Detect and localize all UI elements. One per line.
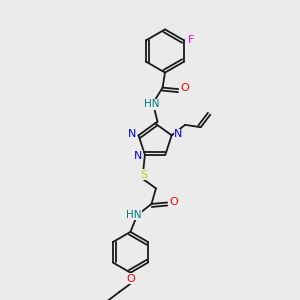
Text: S: S [140,170,147,180]
Text: N: N [174,129,182,140]
Text: N: N [134,151,142,161]
Text: O: O [180,83,189,94]
Text: O: O [169,197,178,208]
Text: F: F [188,35,194,45]
Text: HN: HN [126,210,141,220]
Text: HN: HN [144,99,159,109]
Text: O: O [126,274,135,284]
Text: N: N [128,129,136,140]
